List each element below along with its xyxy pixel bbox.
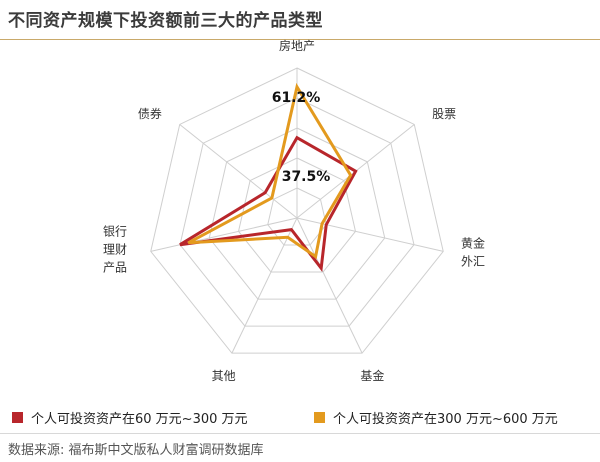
legend-swatch-series2 <box>314 412 325 423</box>
legend-swatch-series1 <box>12 412 23 423</box>
grid-spoke-6 <box>150 217 298 252</box>
annotation-37-5: 37.5% <box>282 169 331 185</box>
chart-title: 不同资产规模下投资额前三大的产品类型 <box>8 11 323 31</box>
grid-ring-3 <box>208 127 386 300</box>
series-1-line <box>179 135 358 273</box>
axis-label-5: 其他 <box>212 369 236 383</box>
legend: 个人可投资资产在60 万元~300 万元 个人可投资资产在300 万元~600 … <box>0 408 600 430</box>
grid-ring-4 <box>179 97 415 327</box>
grid-spoke-7 <box>179 124 298 219</box>
title-divider <box>0 39 600 40</box>
legend-label-series2: 个人可投资资产在300 万元~600 万元 <box>333 412 558 427</box>
legend-label-series1: 个人可投资资产在60 万元~300 万元 <box>31 412 248 427</box>
axis-label-3: 黄金外汇 <box>461 236 485 269</box>
source-divider <box>0 433 600 434</box>
grid-spoke-5 <box>231 217 298 354</box>
legend-item-series1: 个人可投资资产在60 万元~300 万元 <box>12 408 248 427</box>
axis-label-7: 债券 <box>138 106 162 121</box>
axis-label-2: 股票 <box>432 107 456 121</box>
annotation-61-2: 61.2% <box>272 90 321 106</box>
grid-spoke-4 <box>296 217 363 354</box>
series-2-line <box>187 82 353 260</box>
grid-ring-5 <box>150 67 444 354</box>
data-source: 数据来源: 福布斯中文版私人财富调研数据库 <box>8 443 264 458</box>
legend-item-series2: 个人可投资资产在300 万元~600 万元 <box>314 408 558 427</box>
axis-label-1: 房地产 <box>279 38 315 53</box>
axis-label-6: 银行理财产品 <box>103 225 127 275</box>
axis-label-4: 基金 <box>360 368 384 383</box>
